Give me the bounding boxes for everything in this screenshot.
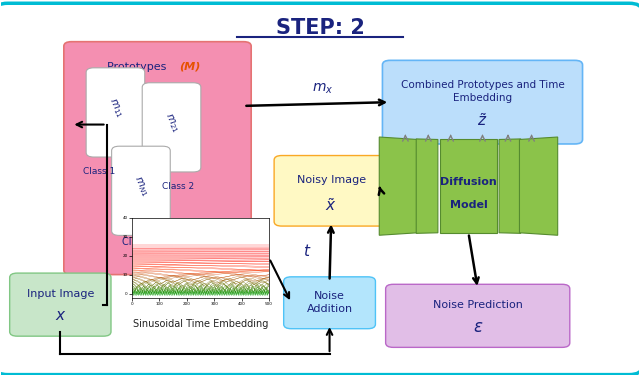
Text: Class 1: Class 1 (83, 167, 116, 176)
Text: Noisy Image: Noisy Image (296, 174, 365, 185)
Polygon shape (520, 137, 557, 235)
FancyBboxPatch shape (284, 277, 376, 329)
FancyBboxPatch shape (64, 42, 251, 274)
Text: Input Image: Input Image (27, 289, 94, 299)
Text: $\tilde{x}$: $\tilde{x}$ (325, 197, 337, 214)
Text: Addition: Addition (307, 305, 353, 314)
Text: Model: Model (449, 200, 487, 210)
Text: STEP: 2: STEP: 2 (276, 18, 364, 38)
Text: $m_{21}$: $m_{21}$ (162, 111, 181, 135)
Text: Noise Prediction: Noise Prediction (433, 300, 523, 310)
FancyBboxPatch shape (383, 61, 582, 144)
Text: Embedding: Embedding (453, 93, 512, 103)
FancyBboxPatch shape (0, 3, 640, 374)
Text: $\tilde{z}$: $\tilde{z}$ (477, 112, 488, 129)
Text: Class N: Class N (122, 237, 159, 247)
Text: Class 2: Class 2 (163, 182, 195, 191)
Text: Diffusion: Diffusion (440, 177, 497, 187)
FancyBboxPatch shape (386, 284, 570, 347)
Text: Combined Prototypes and Time: Combined Prototypes and Time (401, 80, 564, 90)
FancyBboxPatch shape (142, 83, 201, 172)
Text: $x$: $x$ (54, 308, 66, 323)
Text: $t$: $t$ (303, 243, 312, 259)
FancyBboxPatch shape (274, 156, 388, 226)
Polygon shape (440, 139, 497, 233)
Text: $m_{11}$: $m_{11}$ (106, 96, 125, 120)
Text: $m_{N1}$: $m_{N1}$ (131, 174, 151, 199)
Polygon shape (380, 137, 417, 235)
Text: $\varepsilon$: $\varepsilon$ (472, 318, 483, 336)
FancyBboxPatch shape (86, 68, 145, 157)
FancyBboxPatch shape (10, 273, 111, 336)
Text: (M): (M) (179, 62, 200, 72)
Polygon shape (416, 139, 438, 233)
Text: Prototypes: Prototypes (107, 62, 170, 72)
Text: Sinusoidal Time Embedding: Sinusoidal Time Embedding (133, 319, 268, 329)
Text: $m_x$: $m_x$ (312, 82, 334, 96)
Text: Noise: Noise (314, 291, 345, 301)
Polygon shape (499, 139, 521, 233)
FancyBboxPatch shape (111, 146, 170, 235)
